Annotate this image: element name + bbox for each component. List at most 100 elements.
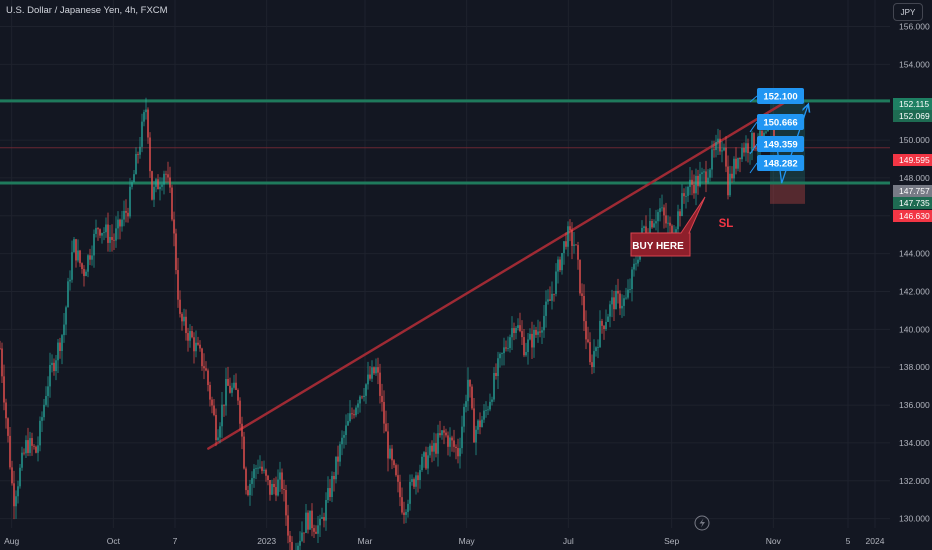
candle-body	[477, 420, 479, 430]
target-label: 148.282	[763, 159, 797, 170]
candle-body	[221, 404, 223, 427]
candle-body	[683, 193, 685, 197]
candle-body	[499, 353, 501, 359]
candle-body	[43, 404, 45, 418]
candle-body	[417, 475, 419, 480]
candle-body	[739, 157, 741, 160]
candle-body	[617, 290, 619, 294]
axis-badge	[893, 185, 932, 197]
candle-body	[473, 408, 475, 443]
candle-body	[307, 512, 309, 530]
candle-body	[161, 184, 163, 187]
candle-body	[137, 154, 139, 155]
candle-body	[11, 467, 13, 484]
candle-body	[603, 325, 605, 330]
candle-body	[285, 489, 287, 516]
candle-body	[753, 132, 755, 149]
x-axis[interactable]: Aug Oct 7 2023 Mar May Jul Sep Nov 2024 5	[4, 536, 885, 546]
currency-button[interactable]: JPY	[893, 3, 923, 21]
candle-body	[449, 437, 451, 447]
candle-body	[435, 443, 437, 454]
y-axis[interactable]: 130.000 132.000 134.000 136.000 138.000 140.0…	[899, 22, 930, 524]
candle-body	[273, 483, 275, 488]
candle-body	[327, 488, 329, 501]
candle-body	[589, 342, 591, 363]
candle-body	[187, 333, 189, 341]
x-tick-label: Nov	[766, 536, 782, 546]
candle-body	[297, 545, 299, 550]
candle-body	[615, 290, 617, 310]
candle-body	[27, 440, 29, 453]
candle-body	[227, 378, 229, 386]
candle-body	[645, 226, 647, 233]
candle-body	[241, 423, 243, 437]
y-tick-label: 154.000	[899, 59, 930, 69]
candle-body	[177, 270, 179, 300]
candle-body	[531, 333, 533, 348]
x-tick-label: Aug	[4, 536, 19, 546]
flash-icon[interactable]	[694, 515, 710, 531]
target-box	[757, 155, 804, 171]
candle-body	[291, 542, 293, 550]
candle-body	[631, 269, 633, 290]
candle-body	[89, 255, 91, 260]
candle-body	[171, 187, 173, 220]
axis-badge	[893, 98, 932, 110]
candle-body	[721, 150, 723, 152]
candle-body	[543, 315, 545, 331]
candle-body	[565, 241, 567, 247]
candle-body	[573, 244, 575, 246]
candle-body	[147, 109, 149, 138]
candle-body	[347, 421, 349, 426]
candle-body	[723, 147, 725, 151]
candle-body	[763, 132, 765, 137]
candle-body	[569, 226, 571, 230]
candle-body	[653, 223, 655, 228]
axis-badge-label: 146.630	[899, 211, 930, 221]
candle-body	[467, 379, 469, 402]
candle-body	[255, 468, 257, 470]
candle-body	[411, 479, 413, 482]
candle-body	[375, 367, 377, 374]
candle-body	[179, 299, 181, 314]
candle-body	[697, 175, 699, 187]
trendline-layer[interactable]	[207, 99, 790, 450]
candle-body	[581, 293, 583, 296]
target-labels: 152.100 150.666 149.359 148.282	[749, 88, 804, 174]
y-tick-label: 142.000	[899, 287, 930, 297]
candle-body	[727, 166, 729, 196]
stop-loss-label: SL	[719, 218, 734, 230]
price-axis-badges: 152.115 152.069 149.595 147.757 147.735 146.6…	[893, 98, 932, 222]
candle-body	[77, 250, 79, 261]
candle-body	[319, 518, 321, 526]
candle-body	[301, 532, 303, 541]
target-connector	[749, 162, 758, 174]
buy-here-label: BUY HERE	[632, 241, 684, 252]
candle-body	[681, 193, 683, 217]
y-tick-label: 140.000	[899, 324, 930, 334]
candle-body	[45, 396, 47, 405]
candle-body	[61, 335, 63, 351]
trendline[interactable]	[207, 99, 790, 450]
candle-body	[523, 337, 525, 356]
candle-body	[487, 409, 489, 411]
candle-body	[335, 456, 337, 480]
candle-body	[667, 222, 669, 224]
candle-body	[527, 339, 529, 353]
candle-body	[315, 531, 317, 534]
candle-body	[363, 395, 365, 398]
candle-body	[165, 173, 167, 175]
candle-body	[209, 385, 211, 400]
candle-body	[685, 195, 687, 197]
candle-body	[219, 426, 221, 438]
candle-body	[225, 378, 227, 406]
x-tick-label: 2024	[866, 536, 885, 546]
candle-body	[25, 440, 27, 454]
candle-body	[737, 157, 739, 169]
candle-body	[57, 342, 59, 361]
candle-body	[511, 328, 513, 338]
y-tick-label: 156.000	[899, 22, 930, 32]
target-label: 152.100	[763, 92, 797, 103]
